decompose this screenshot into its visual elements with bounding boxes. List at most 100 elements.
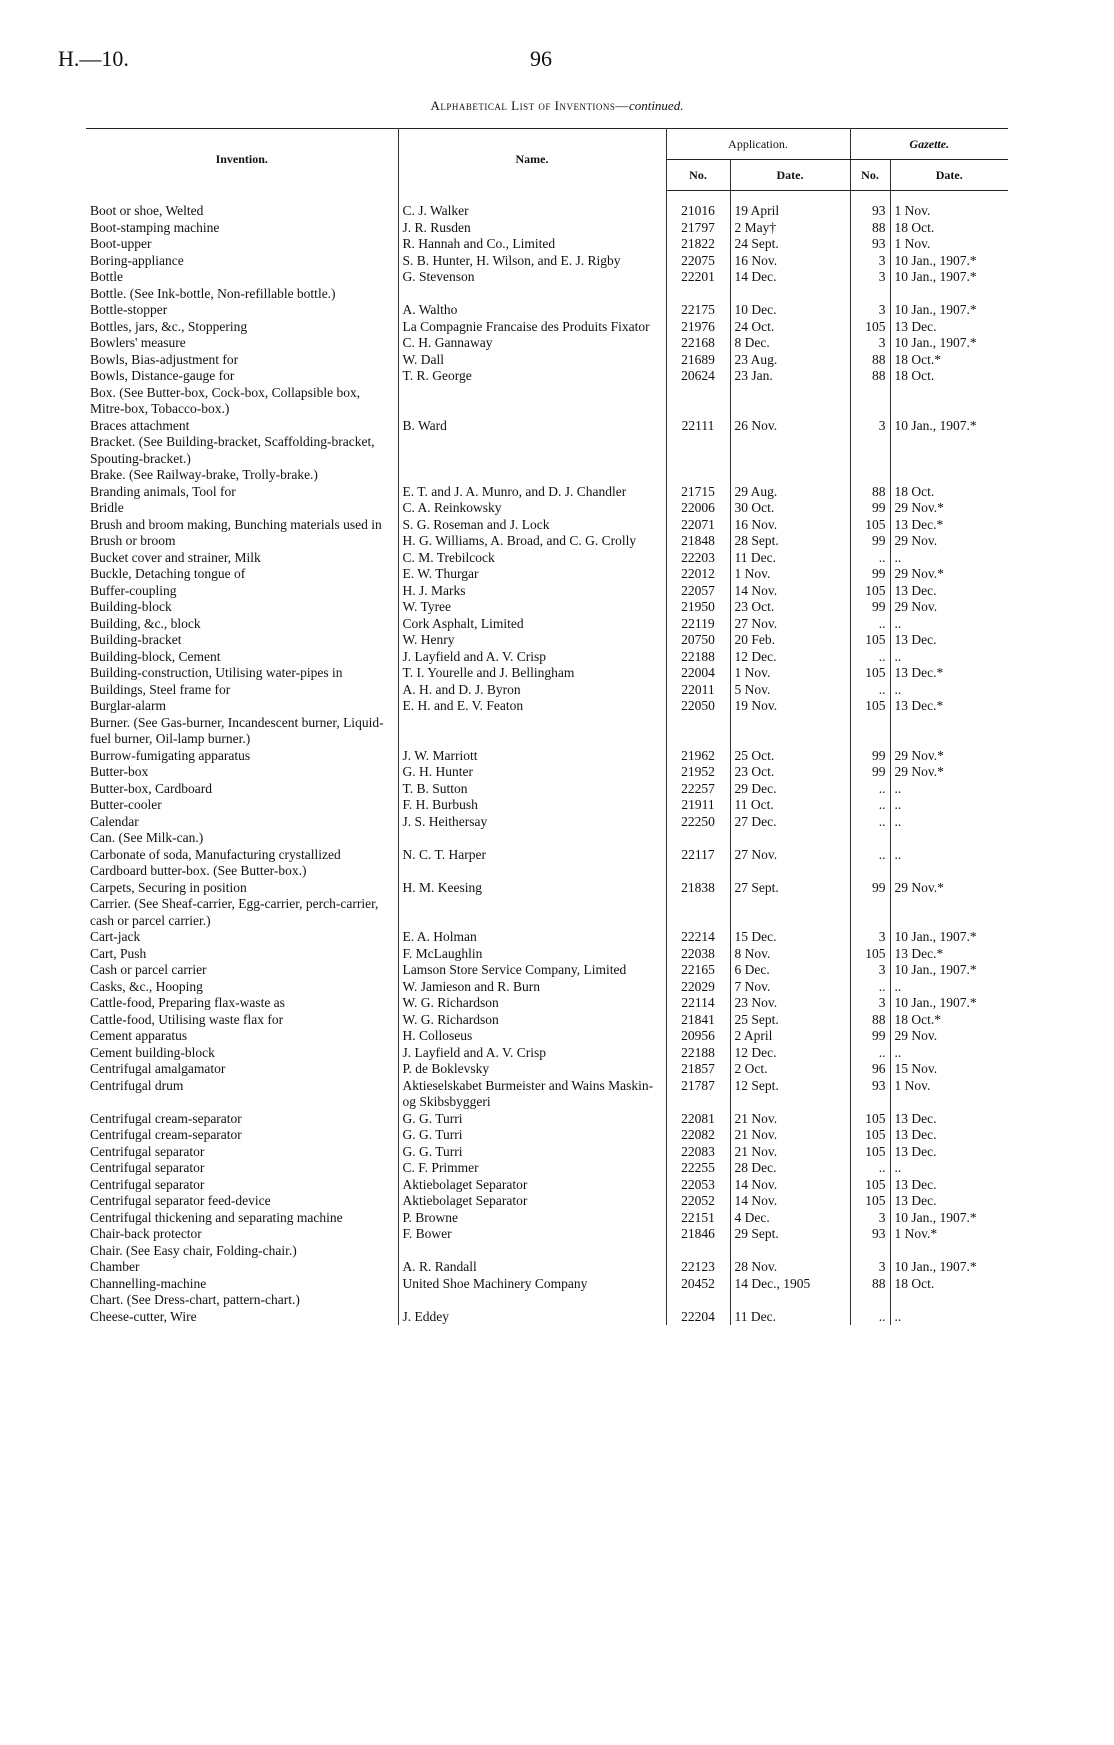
app-no: 21787: [665, 1077, 730, 1111]
app-no: 21952: [665, 764, 730, 781]
app-no: 22168: [665, 335, 730, 352]
row: Buffer-coupling H. J. Marks 22057 14 Nov. 10…: [86, 582, 1008, 599]
app-date: 12 Sept.: [729, 1077, 850, 1111]
invention: Building-bracket: [90, 632, 182, 647]
app-no: 21016: [665, 190, 730, 220]
gazette-no: 3: [849, 417, 890, 434]
app-date: 14 Nov.: [729, 1193, 850, 1210]
row: Box. (See Butter-box, Cock-box, Collapsi…: [86, 384, 1008, 418]
gazette-no: ..: [849, 1044, 890, 1061]
empty-cell: [889, 467, 1008, 484]
empty-cell: [729, 434, 850, 467]
name: C. H. Gannaway: [397, 335, 666, 352]
invention: Chair-back protector: [90, 1226, 202, 1241]
empty-cell: [889, 1292, 1008, 1309]
app-date: 25 Sept.: [729, 1011, 850, 1028]
row: Boot-upper R. Hannah and Co., Limited 2182…: [86, 236, 1008, 253]
name: J. Eddey: [397, 1308, 666, 1325]
gazette-no: 99: [849, 1028, 890, 1045]
name: G. G. Turri: [397, 1127, 666, 1144]
empty-cell: [729, 467, 850, 484]
name: F. McLaughlin: [397, 945, 666, 962]
invention: Building-construction, Utilising water-p…: [90, 665, 343, 680]
app-date: 27 Nov.: [729, 615, 850, 632]
gazette-date: 10 Jan., 1907.*: [889, 302, 1008, 319]
name: G. Stevenson: [397, 269, 666, 286]
empty-cell: [729, 1292, 850, 1309]
app-date: 23 Aug.: [729, 351, 850, 368]
empty-cell: [397, 285, 666, 302]
gazette-date: 10 Jan., 1907.*: [889, 417, 1008, 434]
app-no: 22117: [665, 846, 730, 863]
app-date: 5 Nov.: [729, 681, 850, 698]
empty-cell: [849, 285, 890, 302]
row: Cart, Push F. McLaughlin 22038 8 Nov. 105 13 …: [86, 945, 1008, 962]
empty-cell: [889, 863, 1008, 880]
gazette-date: 18 Oct.*: [889, 1011, 1008, 1028]
empty-cell: [397, 434, 666, 467]
gazette-no: 88: [849, 368, 890, 385]
app-no: 20452: [665, 1275, 730, 1292]
app-no: 22050: [665, 698, 730, 715]
app-no: 22029: [665, 978, 730, 995]
app-date: 14 Nov.: [729, 582, 850, 599]
app-date: 21 Nov.: [729, 1127, 850, 1144]
row: Calendar J. S. Heithersay 22250 27 Dec.....: [86, 813, 1008, 830]
gazette-date: 29 Nov.*: [889, 566, 1008, 583]
app-no: 22011: [665, 681, 730, 698]
row: Building, &c., block Cork Asphalt, Limite…: [86, 615, 1008, 632]
app-no: 22151: [665, 1209, 730, 1226]
gazette-date: 13 Dec.: [889, 582, 1008, 599]
empty-cell: [397, 1242, 666, 1259]
app-no: 22165: [665, 962, 730, 979]
gazette-date: 18 Oct.: [889, 368, 1008, 385]
name: W. Henry: [397, 632, 666, 649]
name: J. W. Marriott: [397, 747, 666, 764]
app-no: 21848: [665, 533, 730, 550]
invention: Can. (See Milk-can.): [90, 830, 204, 845]
app-date: 23 Jan.: [729, 368, 850, 385]
gazette-no: 88: [849, 351, 890, 368]
gazette-no: 105: [849, 1193, 890, 1210]
gazette-no: 105: [849, 1143, 890, 1160]
gazette-no: 105: [849, 1176, 890, 1193]
gazette-date: 13 Dec.*: [889, 516, 1008, 533]
row: Boot-stamping machine J. R. Rusden 21797 2 …: [86, 219, 1008, 236]
col-header: Date.: [729, 159, 850, 191]
app-no: 22114: [665, 995, 730, 1012]
invention: Brush or broom: [90, 533, 176, 548]
app-date: 23 Nov.: [729, 995, 850, 1012]
name: La Compagnie Francaise des Produits Fixa…: [397, 318, 666, 335]
row: Bowls, Distance-gauge for T. R. George 206…: [86, 368, 1008, 385]
gazette-date: 10 Jan., 1907.*: [889, 962, 1008, 979]
row: Burner. (See Gas-burner, Incandescent bu…: [86, 714, 1008, 748]
name: C. A. Reinkowsky: [397, 500, 666, 517]
app-no: 20956: [665, 1028, 730, 1045]
gazette-no: 3: [849, 1209, 890, 1226]
app-no: 22071: [665, 516, 730, 533]
empty-cell: [849, 467, 890, 484]
app-date: 25 Oct.: [729, 747, 850, 764]
app-no: 21838: [665, 879, 730, 896]
gazette-date: 13 Dec.*: [889, 665, 1008, 682]
empty-cell: [849, 1292, 890, 1309]
app-date: 7 Nov.: [729, 978, 850, 995]
app-date: 24 Sept.: [729, 236, 850, 253]
app-no: 22214: [665, 929, 730, 946]
name: F. Bower: [397, 1226, 666, 1243]
app-date: 27 Dec.: [729, 813, 850, 830]
name: C. F. Primmer: [397, 1160, 666, 1177]
name: S. B. Hunter, H. Wilson, and E. J. Rigby: [397, 252, 666, 269]
app-date: 21 Nov.: [729, 1110, 850, 1127]
row: Brush and broom making, Bunching materia…: [86, 516, 1008, 533]
name: Aktiebolaget Separator: [397, 1176, 666, 1193]
gazette-date: 10 Jan., 1907.*: [889, 1209, 1008, 1226]
row: Chart. (See Dress-chart, pattern-chart.): [86, 1292, 1008, 1309]
row: Buckle, Detaching tongue of E. W. Thurgar…: [86, 566, 1008, 583]
empty-cell: [665, 467, 730, 484]
gazette-no: 3: [849, 302, 890, 319]
row: Butter-box, Cardboard T. B. Sutton 22257 29…: [86, 780, 1008, 797]
row: Cement apparatus H. Colloseus 20956 2 April…: [86, 1028, 1008, 1045]
row: Burrow-fumigating apparatus J. W. Marriot…: [86, 747, 1008, 764]
gazette-date: 18 Oct.: [889, 483, 1008, 500]
